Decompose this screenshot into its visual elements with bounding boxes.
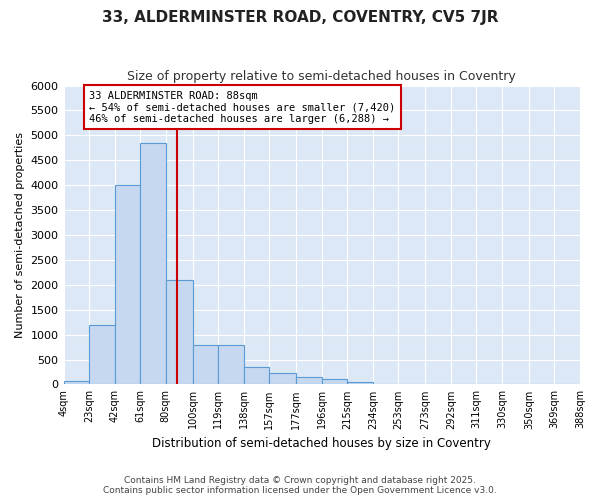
Text: Contains HM Land Registry data © Crown copyright and database right 2025.
Contai: Contains HM Land Registry data © Crown c…	[103, 476, 497, 495]
Bar	[115, 185, 140, 384]
Y-axis label: Number of semi-detached properties: Number of semi-detached properties	[15, 132, 25, 338]
Bar	[193, 344, 218, 385]
Bar	[322, 380, 347, 384]
Bar	[64, 380, 89, 384]
Bar	[166, 280, 193, 384]
Bar	[244, 367, 269, 384]
Bar	[296, 377, 322, 384]
Bar	[89, 324, 115, 384]
Bar	[218, 344, 244, 385]
Bar	[140, 143, 166, 384]
Text: 33, ALDERMINSTER ROAD, COVENTRY, CV5 7JR: 33, ALDERMINSTER ROAD, COVENTRY, CV5 7JR	[102, 10, 498, 25]
Text: 33 ALDERMINSTER ROAD: 88sqm
← 54% of semi-detached houses are smaller (7,420)
46: 33 ALDERMINSTER ROAD: 88sqm ← 54% of sem…	[89, 90, 395, 124]
X-axis label: Distribution of semi-detached houses by size in Coventry: Distribution of semi-detached houses by …	[152, 437, 491, 450]
Bar	[347, 382, 373, 384]
Title: Size of property relative to semi-detached houses in Coventry: Size of property relative to semi-detach…	[127, 70, 516, 83]
Bar	[269, 373, 296, 384]
